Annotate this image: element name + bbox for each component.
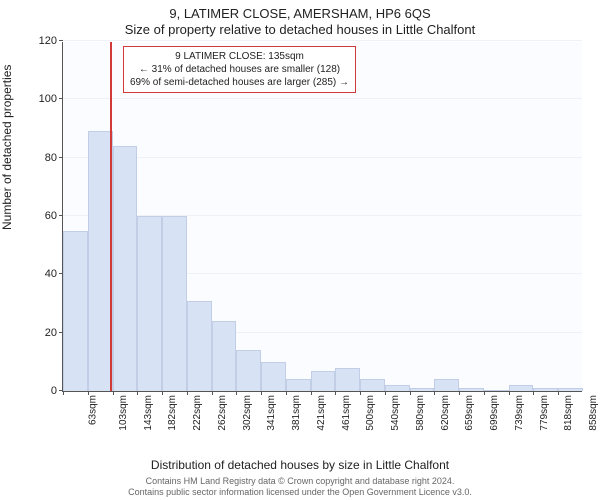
- ytick-label: 80: [45, 152, 63, 164]
- xtick-label: 302sqm: [242, 395, 253, 431]
- histogram-bar: [484, 390, 509, 391]
- xtick-mark: [162, 391, 163, 395]
- xtick-mark: [236, 391, 237, 395]
- property-marker-line: [110, 42, 112, 391]
- histogram-bar: [236, 350, 261, 391]
- histogram-bar: [459, 388, 484, 391]
- histogram-bar: [410, 388, 435, 391]
- xtick-label: 103sqm: [118, 395, 129, 431]
- annotation-line: 9 LATIMER CLOSE: 135sqm: [130, 50, 349, 63]
- xtick-label: 143sqm: [143, 395, 154, 431]
- histogram-bar: [113, 146, 138, 391]
- annotation-line: 69% of semi-detached houses are larger (…: [130, 76, 349, 89]
- xtick-mark: [434, 391, 435, 395]
- annotation-line: ← 31% of detached houses are smaller (12…: [130, 63, 349, 76]
- histogram-bar: [63, 231, 88, 391]
- ytick-label: 20: [45, 327, 63, 339]
- histogram-bar: [335, 368, 360, 391]
- xtick-mark: [509, 391, 510, 395]
- x-axis-label: Distribution of detached houses by size …: [0, 458, 600, 472]
- xtick-mark: [459, 391, 460, 395]
- xtick-label: 63sqm: [88, 395, 99, 425]
- chart-footer: Contains HM Land Registry data © Crown c…: [0, 476, 600, 498]
- gridline: [63, 40, 582, 41]
- xtick-label: 461sqm: [341, 395, 352, 431]
- histogram-bar: [187, 301, 212, 391]
- xtick-mark: [261, 391, 262, 395]
- xtick-label: 818sqm: [564, 395, 575, 431]
- xtick-label: 500sqm: [365, 395, 376, 431]
- xtick-label: 739sqm: [514, 395, 525, 431]
- xtick-label: 421sqm: [316, 395, 327, 431]
- xtick-mark: [88, 391, 89, 395]
- ytick-label: 40: [45, 268, 63, 280]
- xtick-label: 699sqm: [489, 395, 500, 431]
- histogram-bar: [261, 362, 286, 391]
- xtick-mark: [558, 391, 559, 395]
- histogram-bar: [533, 388, 558, 391]
- chart-subtitle: Size of property relative to detached ho…: [0, 22, 600, 37]
- chart-title: 9, LATIMER CLOSE, AMERSHAM, HP6 6QS: [0, 6, 600, 21]
- ytick-label: 120: [39, 35, 63, 47]
- xtick-label: 381sqm: [291, 395, 302, 431]
- xtick-mark: [484, 391, 485, 395]
- xtick-label: 779sqm: [539, 395, 550, 431]
- ytick-label: 60: [45, 210, 63, 222]
- footer-line-2: Contains public sector information licen…: [0, 487, 600, 498]
- plot-area: 02040608010012063sqm103sqm143sqm182sqm22…: [62, 42, 582, 392]
- xtick-mark: [311, 391, 312, 395]
- histogram-bar: [162, 216, 187, 391]
- xtick-label: 182sqm: [167, 395, 178, 431]
- ytick-label: 100: [39, 93, 63, 105]
- y-axis-label: Number of detached properties: [0, 65, 14, 230]
- histogram-bar: [360, 379, 385, 391]
- gridline: [63, 98, 582, 99]
- annotation-box: 9 LATIMER CLOSE: 135sqm← 31% of detached…: [123, 46, 356, 93]
- property-size-chart: 9, LATIMER CLOSE, AMERSHAM, HP6 6QS Size…: [0, 0, 600, 500]
- xtick-label: 540sqm: [390, 395, 401, 431]
- histogram-bar: [385, 385, 410, 391]
- xtick-mark: [286, 391, 287, 395]
- histogram-bar: [558, 388, 583, 391]
- histogram-bar: [88, 131, 113, 391]
- histogram-bar: [286, 379, 311, 391]
- xtick-label: 262sqm: [217, 395, 228, 431]
- xtick-mark: [113, 391, 114, 395]
- xtick-label: 659sqm: [465, 395, 476, 431]
- xtick-mark: [187, 391, 188, 395]
- xtick-label: 858sqm: [588, 395, 599, 431]
- xtick-label: 620sqm: [440, 395, 451, 431]
- histogram-bar: [434, 379, 459, 391]
- xtick-mark: [212, 391, 213, 395]
- xtick-label: 222sqm: [192, 395, 203, 431]
- ytick-label: 0: [51, 385, 63, 397]
- xtick-mark: [63, 391, 64, 395]
- histogram-bar: [137, 216, 162, 391]
- xtick-label: 580sqm: [415, 395, 426, 431]
- histogram-bar: [311, 371, 336, 391]
- xtick-mark: [385, 391, 386, 395]
- footer-line-1: Contains HM Land Registry data © Crown c…: [0, 476, 600, 487]
- gridline: [63, 157, 582, 158]
- xtick-mark: [533, 391, 534, 395]
- xtick-mark: [410, 391, 411, 395]
- histogram-bar: [212, 321, 237, 391]
- xtick-label: 341sqm: [266, 395, 277, 431]
- xtick-mark: [360, 391, 361, 395]
- histogram-bar: [509, 385, 534, 391]
- xtick-mark: [335, 391, 336, 395]
- xtick-mark: [137, 391, 138, 395]
